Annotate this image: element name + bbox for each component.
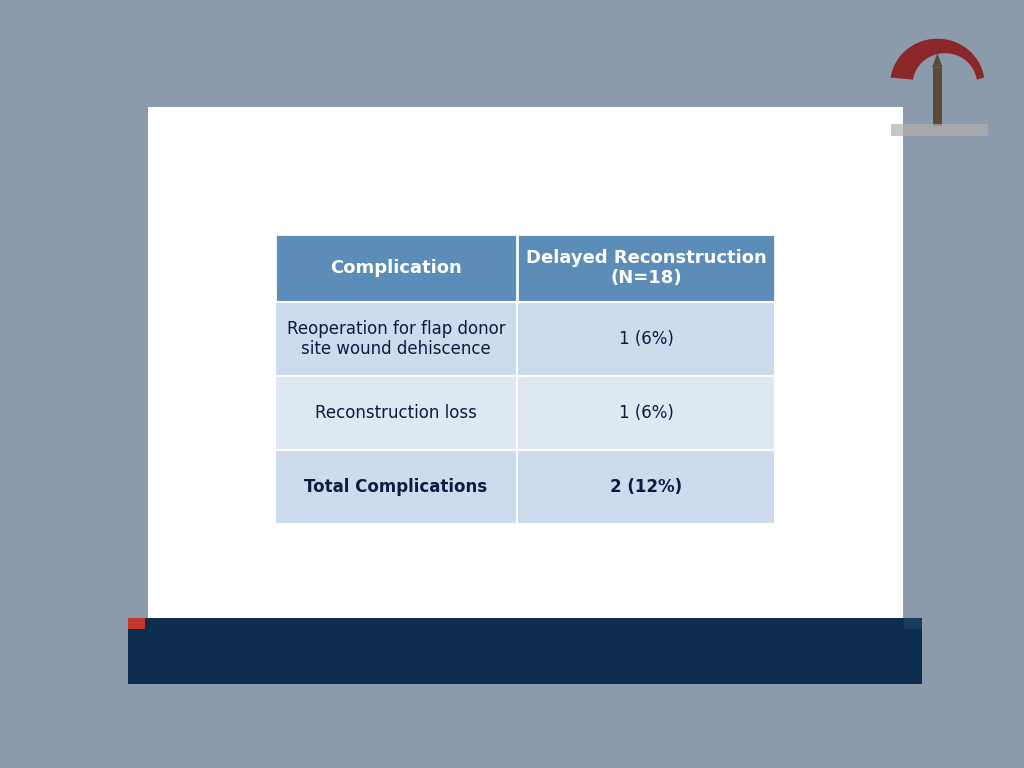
Text: Total Complications: Total Complications [304,478,487,496]
Bar [147,107,903,618]
Bar [274,450,775,524]
Bar [274,302,775,376]
Text: 2 (12%): 2 (12%) [610,478,682,496]
Bar [891,124,988,136]
Polygon shape [891,38,984,80]
Polygon shape [932,53,943,68]
Bar [904,618,922,629]
Polygon shape [933,68,942,126]
Bar [274,234,775,302]
Bar [128,618,922,684]
Bar [128,618,145,629]
Text: 1 (6%): 1 (6%) [618,330,674,348]
Text: Delayed Reconstruction
(N=18): Delayed Reconstruction (N=18) [525,249,766,287]
Bar [274,376,775,450]
Text: Reconstruction loss: Reconstruction loss [315,404,477,422]
Text: 1 (6%): 1 (6%) [618,404,674,422]
Text: Reoperation for flap donor
site wound dehiscence: Reoperation for flap donor site wound de… [287,319,506,359]
Text: Complication: Complication [330,259,462,277]
